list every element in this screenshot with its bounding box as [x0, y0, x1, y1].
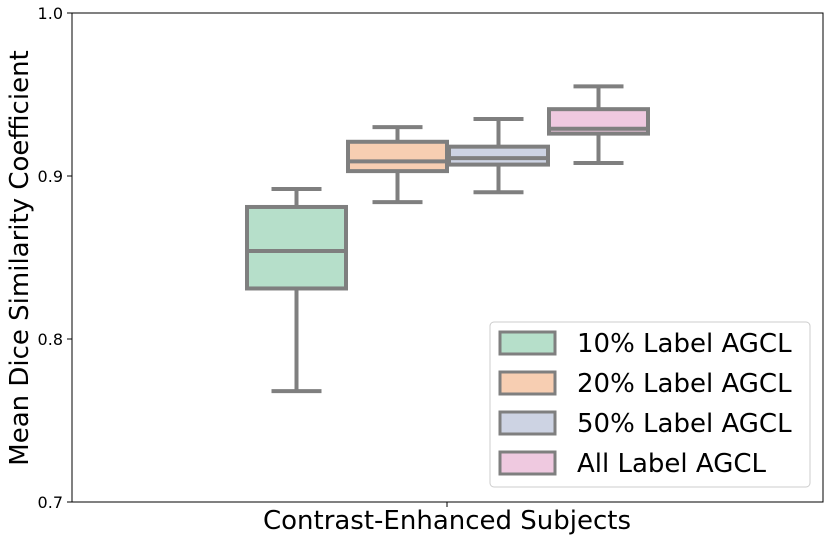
- legend-swatch: [498, 410, 557, 436]
- box-4: [547, 84, 650, 165]
- legend-label: 50% Label AGCL: [577, 409, 792, 439]
- y-tick-label: 0.8: [38, 330, 63, 349]
- y-tick-label: 0.9: [38, 167, 63, 186]
- legend-swatch: [498, 330, 557, 356]
- interquartile-box: [447, 144, 550, 167]
- legend-frame: [489, 321, 811, 488]
- box-1: [245, 187, 348, 394]
- legend-label: 20% Label AGCL: [577, 369, 792, 399]
- legend-swatch: [498, 370, 557, 396]
- interquartile-box: [346, 139, 449, 174]
- box-2: [346, 125, 449, 205]
- y-tick-label: 0.7: [38, 493, 63, 512]
- box-3: [447, 116, 550, 195]
- legend-label: 10% Label AGCL: [577, 329, 792, 359]
- legend-label: All Label AGCL: [577, 449, 767, 479]
- y-tick-label: 1.0: [38, 4, 63, 23]
- y-axis-label: Mean Dice Similarity Coefficient: [5, 50, 35, 465]
- legend: 10% Label AGCL 20% Label AGCL 50% Label AG…: [489, 321, 811, 488]
- interquartile-box: [245, 204, 348, 291]
- legend-swatch: [498, 450, 557, 476]
- x-axis-label: Contrast-Enhanced Subjects: [263, 506, 631, 536]
